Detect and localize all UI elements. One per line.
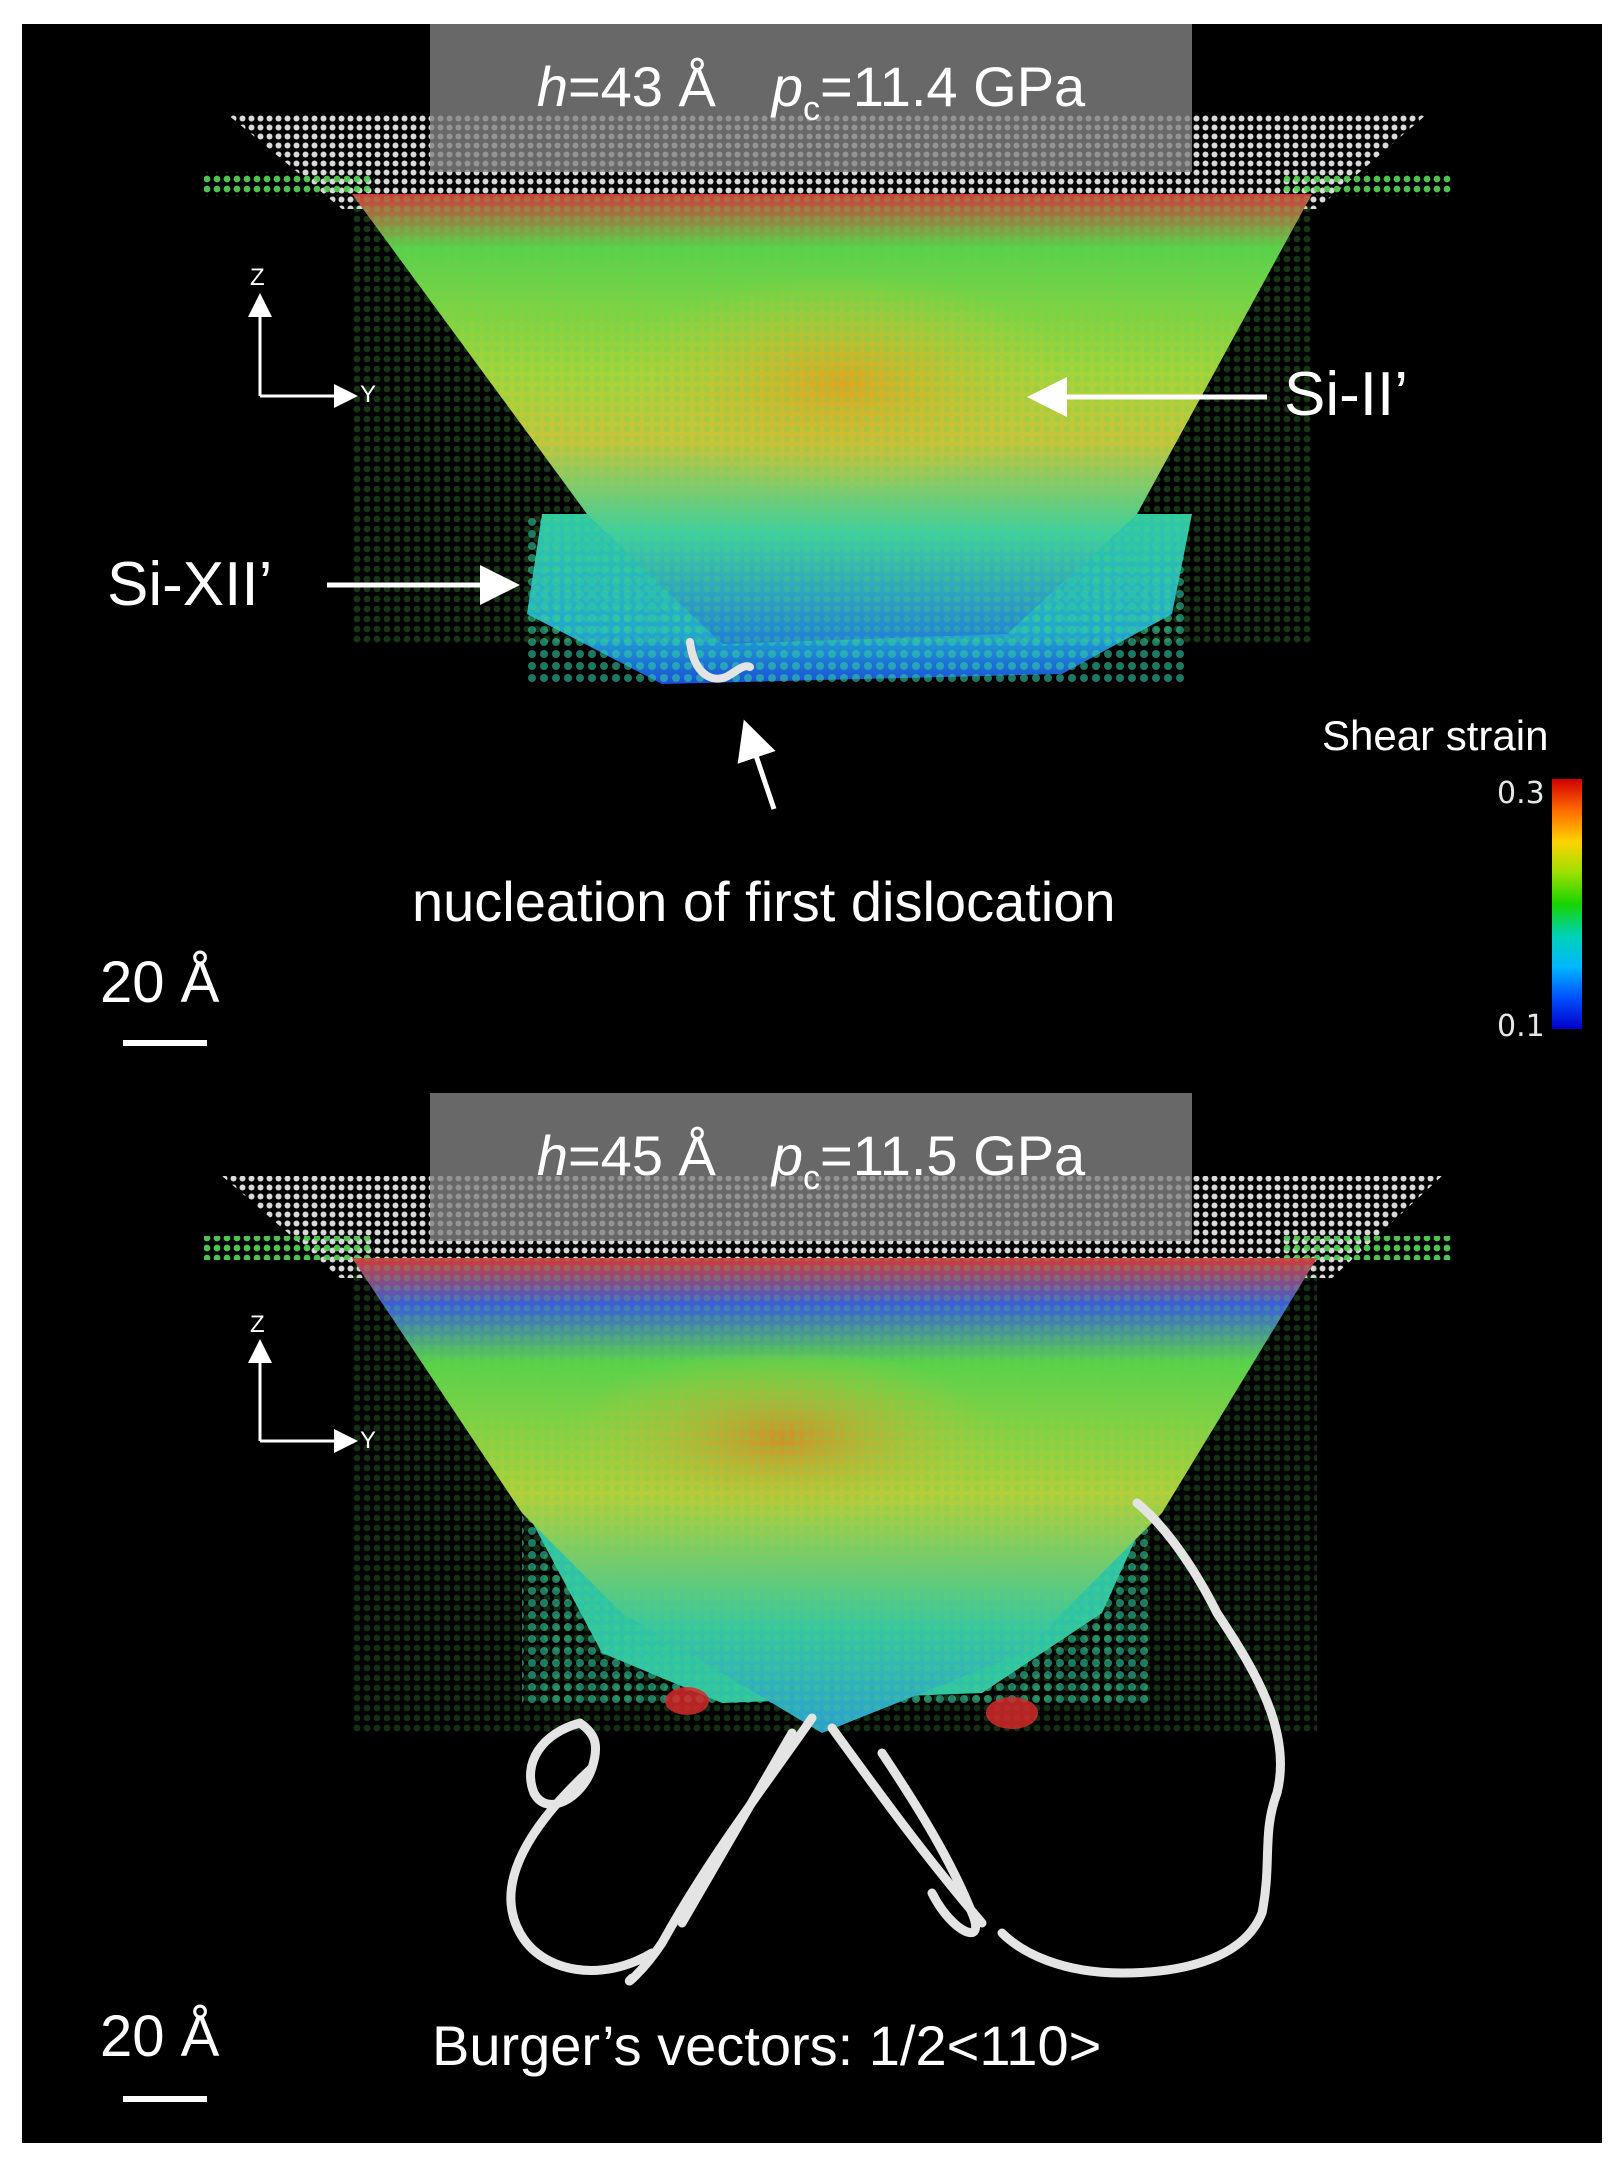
si-ii-label: Si-II’ (1284, 360, 1408, 429)
colorbar-min-label: 0.1 (1497, 1009, 1545, 1044)
bottom-scale-bar (123, 2096, 207, 2102)
surface-atoms-left (204, 172, 374, 196)
bottom-main-lattice (352, 1258, 1317, 1733)
colorbar (1552, 779, 1582, 1029)
dislocation-loops (506, 1498, 1285, 1986)
colorbar-title: Shear strain (1322, 712, 1549, 759)
bottom-axis-y-label: Y (360, 1427, 377, 1454)
si-ii-lattice (352, 194, 1312, 644)
surface-atoms-right (1282, 172, 1452, 196)
colorbar-max-label: 0.3 (1497, 776, 1545, 811)
red-strain-patch-right (986, 1697, 1038, 1729)
burgers-vector-label: Burger’s vectors: 1/2<110> (432, 2014, 1102, 2077)
top-axis-z-label: Z (250, 264, 265, 291)
panel-separator (22, 1079, 1602, 1093)
nucleation-annotation: nucleation of first dislocation (412, 870, 1116, 933)
si-xii-label: Si-XII’ (107, 550, 273, 619)
bottom-scale-label: 20 Å (100, 2004, 220, 2069)
top-atomistic-figure (204, 114, 1452, 810)
first-dislocation-line (686, 638, 754, 683)
top-axis-y-label: Y (360, 381, 377, 408)
bottom-surface-atoms-right (1282, 1236, 1452, 1260)
red-strain-patch-left (665, 1687, 709, 1715)
bottom-atomistic-figure (204, 1176, 1452, 1986)
bottom-axis-z-label: Z (250, 1311, 265, 1338)
nucleation-arrow (737, 719, 777, 810)
top-scale-bar (123, 1040, 207, 1046)
top-scale-label: 20 Å (100, 950, 220, 1015)
bottom-surface-atoms-left (204, 1236, 374, 1260)
